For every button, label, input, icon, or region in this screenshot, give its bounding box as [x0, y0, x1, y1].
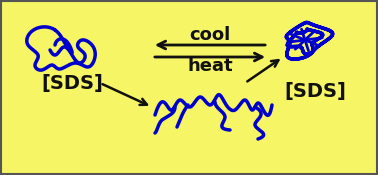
- Text: [SDS]: [SDS]: [284, 82, 346, 100]
- Text: [SDS]: [SDS]: [41, 74, 103, 93]
- Text: heat: heat: [187, 57, 233, 75]
- Text: cool: cool: [189, 26, 231, 44]
